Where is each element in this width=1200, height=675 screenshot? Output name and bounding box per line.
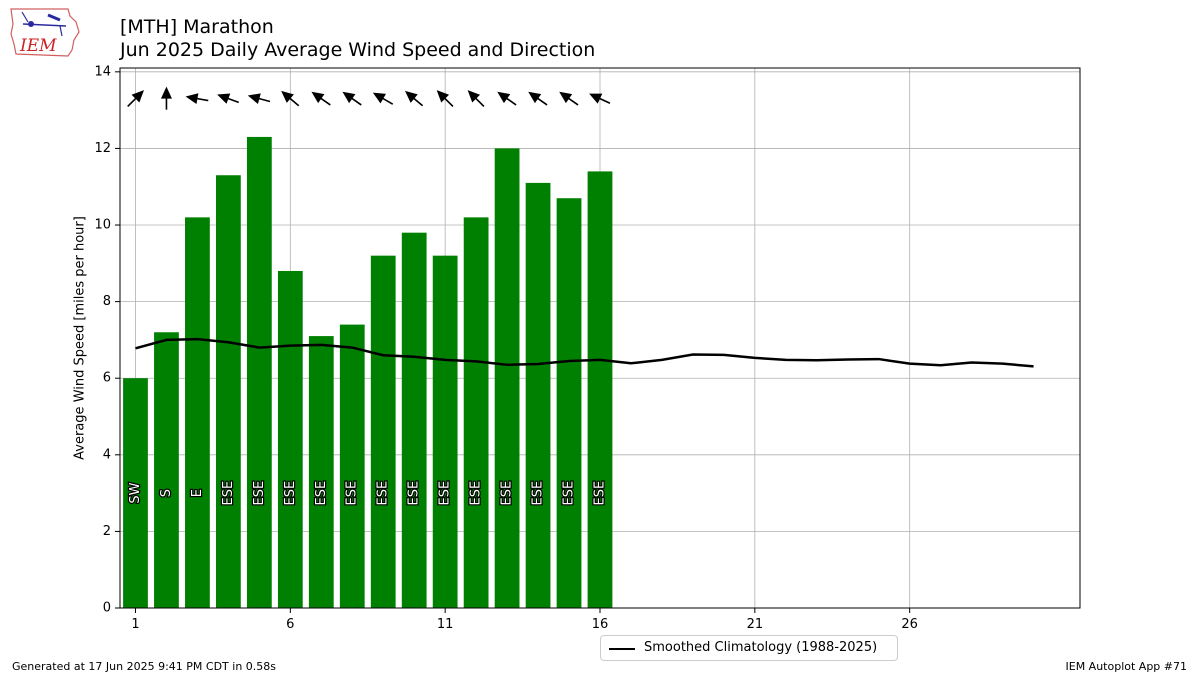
y-tick-label: 0 [103, 601, 111, 616]
direction-label-day-5: ESE [252, 481, 267, 506]
bar-day-13 [494, 148, 520, 608]
y-tick-label: 4 [103, 447, 111, 462]
direction-label-day-1: SW [128, 482, 143, 503]
bar-day-12 [463, 217, 489, 609]
direction-label-day-2: S [159, 489, 174, 497]
y-axis-label: Average Wind Speed [miles per hour] [73, 216, 88, 460]
y-tick-label: 2 [103, 524, 111, 539]
direction-label-day-13: ESE [500, 481, 515, 506]
wind-arrow-day-8 [342, 91, 362, 106]
direction-label-day-3: E [190, 489, 205, 497]
x-tick-label: 11 [437, 617, 454, 632]
direction-label-day-8: ESE [345, 481, 360, 506]
direction-label-day-15: ESE [562, 481, 577, 506]
chart-title-line1: [MTH] Marathon [120, 16, 274, 38]
legend-line-swatch [609, 648, 635, 650]
direction-label-day-16: ESE [593, 481, 608, 506]
wind-arrow-day-6 [281, 90, 300, 107]
bar-day-16 [587, 171, 613, 609]
bar-day-9 [370, 255, 396, 608]
bar-day-8 [339, 324, 365, 608]
wind-arrow-day-12 [467, 90, 485, 107]
direction-label-day-9: ESE [376, 481, 391, 506]
logo-text: IEM [19, 36, 57, 56]
direction-label-day-4: ESE [221, 481, 236, 506]
direction-label-day-10: ESE [407, 481, 422, 506]
bar-day-6 [277, 270, 303, 608]
chart-legend: Smoothed Climatology (1988-2025) [600, 635, 898, 661]
iem-logo: IEM [8, 6, 80, 58]
legend-label-climatology: Smoothed Climatology (1988-2025) [644, 640, 878, 655]
wind-arrow-day-9 [372, 92, 394, 105]
direction-label-day-11: ESE [438, 481, 453, 506]
y-tick-label: 14 [94, 64, 111, 79]
wind-arrow-day-5 [247, 93, 271, 104]
bar-day-10 [401, 232, 427, 608]
wind-arrow-day-7 [311, 91, 331, 106]
direction-label-day-12: ESE [469, 481, 484, 506]
x-tick-label: 1 [131, 617, 139, 632]
wind-arrow-day-11 [436, 90, 454, 107]
bar-day-2 [154, 332, 179, 608]
wind-arrow-day-10 [405, 90, 424, 107]
y-tick-label: 10 [94, 218, 111, 233]
y-tick-label: 8 [103, 294, 111, 309]
footer-generated: Generated at 17 Jun 2025 9:41 PM CDT in … [12, 660, 277, 673]
direction-label-day-6: ESE [283, 481, 298, 506]
footer-app-label: IEM Autoplot App #71 [1065, 660, 1188, 673]
wind-arrow-day-3 [185, 93, 209, 105]
bar-day-1 [123, 378, 148, 608]
x-tick-label: 16 [592, 617, 609, 632]
wind-arrow-day-15 [559, 91, 579, 106]
bar-day-15 [556, 198, 582, 608]
x-tick-label: 21 [747, 617, 764, 632]
bar-day-11 [432, 255, 458, 608]
wind-arrow-day-2 [160, 86, 172, 110]
climatology-line [135, 337, 1034, 368]
y-tick-label: 6 [103, 371, 111, 386]
direction-label-day-7: ESE [314, 481, 329, 506]
x-tick-label: 26 [901, 617, 918, 632]
wind-arrow-day-13 [497, 91, 517, 106]
y-tick-label: 12 [94, 141, 111, 156]
bar-day-3 [185, 217, 210, 609]
bar-day-14 [525, 182, 551, 608]
wind-arrow-day-14 [528, 91, 548, 106]
bar-day-7 [308, 336, 334, 608]
bar-day-5 [246, 136, 272, 609]
x-tick-label: 6 [286, 617, 294, 632]
bar-day-4 [216, 175, 241, 608]
wind-arrow-day-1 [127, 90, 144, 107]
chart-title-line2: Jun 2025 Daily Average Wind Speed and Di… [120, 39, 596, 61]
wind-arrow-day-16 [589, 93, 611, 105]
wind-arrow-day-4 [217, 93, 239, 104]
direction-label-day-14: ESE [531, 481, 546, 506]
